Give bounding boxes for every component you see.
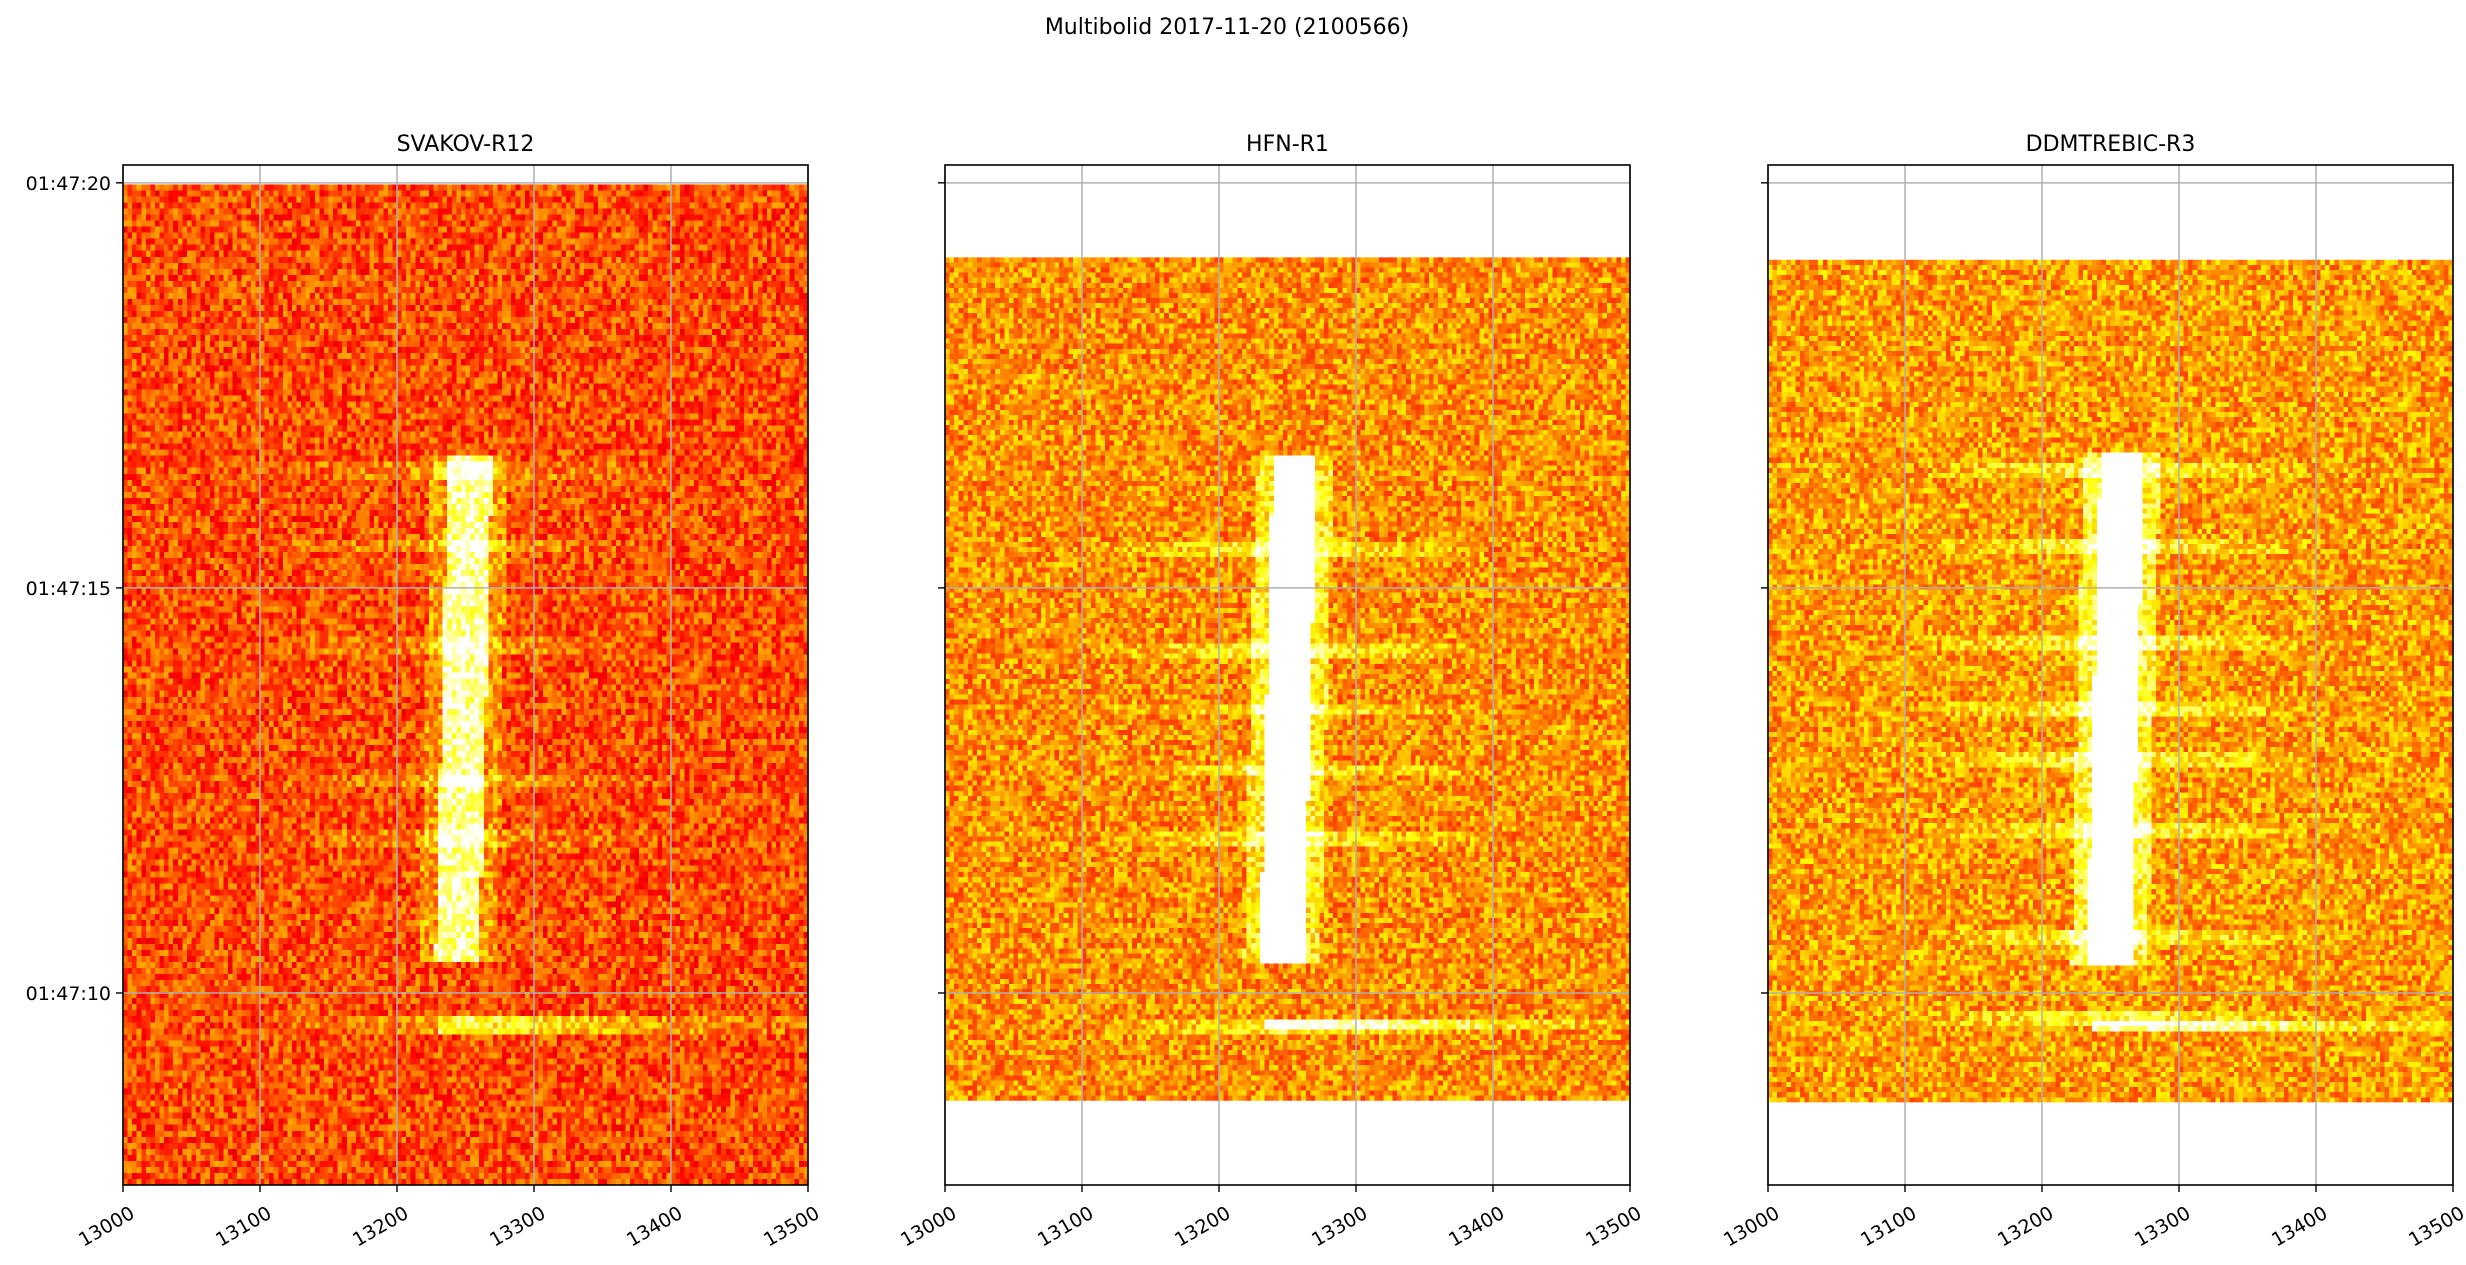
- x-tick-label: 13200: [1994, 1202, 2057, 1251]
- spectrogram-heatmap: [123, 184, 808, 1186]
- panel-title: HFN-R1: [1246, 132, 1329, 157]
- x-tick-label: 13100: [1857, 1202, 1920, 1251]
- y-tick-label: 01:47:20: [26, 173, 111, 195]
- axes-frame: [1767, 164, 2454, 1186]
- x-tick-label: 13300: [2131, 1202, 2194, 1251]
- y-tick-label: 01:47:10: [26, 983, 111, 1005]
- panel-title: DDMTREBIC-R3: [2026, 132, 2196, 157]
- x-tick-label: 13300: [486, 1202, 549, 1251]
- panel-3: DDMTREBIC-R3 13000 13100 13200 13300 13400 135…: [1720, 132, 2466, 1251]
- x-tick-label: 13400: [2268, 1202, 2331, 1251]
- x-tick-label: 13300: [1308, 1202, 1371, 1251]
- axes-frame: [944, 164, 1631, 1186]
- x-tick-label: 13100: [1034, 1202, 1097, 1251]
- panel-2: HFN-R1 13000 13100 13200 13300 13400 13500: [897, 132, 1645, 1251]
- x-tick-label: 13200: [1171, 1202, 1234, 1251]
- spectrogram-heatmap: [945, 257, 1630, 1101]
- x-tick-label: 13500: [1582, 1202, 1645, 1251]
- x-tick-label: 13100: [212, 1202, 275, 1251]
- x-tick-label: 13200: [349, 1202, 412, 1251]
- figure-suptitle: Multibolid 2017-11-20 (2100566): [1045, 15, 1409, 40]
- axes-frame: [122, 164, 809, 1186]
- x-tick-label: 13500: [2405, 1202, 2466, 1251]
- x-tick-label: 13400: [1445, 1202, 1508, 1251]
- x-tick-label: 13000: [75, 1202, 138, 1251]
- x-tick-label: 13500: [760, 1202, 823, 1251]
- x-tick-label: 13000: [897, 1202, 960, 1251]
- panel-title: SVAKOV-R12: [397, 132, 535, 157]
- spectrogram-heatmap: [1768, 259, 2453, 1103]
- panel-1: SVAKOV-R12 13000 13100 13200 13300 13400 13500…: [26, 132, 824, 1251]
- x-tick-label: 13400: [623, 1202, 686, 1251]
- y-tick-label: 01:47:15: [26, 578, 111, 600]
- panels: SVAKOV-R12 13000 13100 13200 13300 13400 13500…: [26, 132, 2466, 1251]
- x-tick-label: 13000: [1720, 1202, 1783, 1251]
